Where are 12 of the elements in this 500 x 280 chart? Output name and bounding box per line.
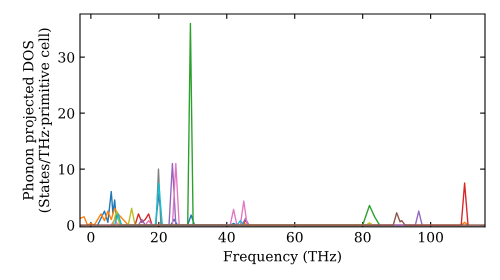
y-axis-title: Phonon projected DOS (States/THz·primitive cell) [22,28,52,212]
x-tick-label: 20 [150,232,167,242]
x-tick-label: 80 [354,232,371,242]
x-axis-title: Frequency (THz) [224,250,341,264]
y-tick-label: 0 [67,220,74,231]
x-tick-label: 100 [419,232,443,242]
x-tick-label: 40 [218,232,235,242]
y-tick-label: 30 [58,52,74,63]
x-tick-label: 0 [87,232,94,242]
x-tick-label: 60 [286,232,303,242]
y-tick-label: 20 [58,108,74,119]
y-tick-label: 10 [59,164,74,175]
